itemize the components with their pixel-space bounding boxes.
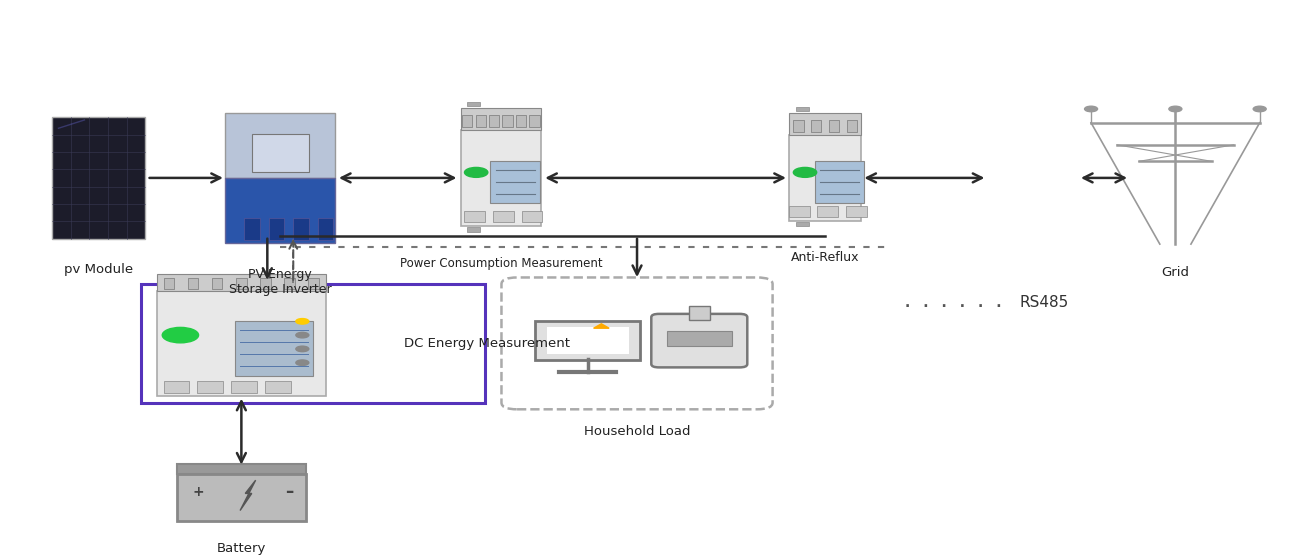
Text: Battery: Battery [217,542,266,555]
Text: Power Consumption Measurement: Power Consumption Measurement [399,257,602,269]
FancyBboxPatch shape [294,218,309,240]
FancyBboxPatch shape [460,130,541,226]
FancyBboxPatch shape [198,381,224,393]
Circle shape [296,360,309,366]
FancyBboxPatch shape [231,381,257,393]
FancyBboxPatch shape [789,135,861,221]
FancyBboxPatch shape [157,274,326,291]
FancyBboxPatch shape [265,381,291,393]
FancyBboxPatch shape [815,162,865,203]
FancyBboxPatch shape [789,113,861,135]
FancyBboxPatch shape [689,306,710,320]
FancyBboxPatch shape [536,321,641,360]
FancyBboxPatch shape [529,115,539,127]
FancyBboxPatch shape [460,107,541,130]
Circle shape [1169,106,1182,112]
FancyBboxPatch shape [164,278,174,289]
Circle shape [296,333,309,338]
FancyBboxPatch shape [177,475,307,522]
Text: Anti-Reflux: Anti-Reflux [790,251,859,264]
FancyBboxPatch shape [793,120,803,132]
FancyBboxPatch shape [476,115,486,127]
FancyBboxPatch shape [490,162,540,203]
FancyBboxPatch shape [846,120,857,132]
Text: RS485: RS485 [1019,295,1069,310]
FancyBboxPatch shape [467,228,480,231]
FancyBboxPatch shape [521,211,542,222]
Text: Grid: Grid [1161,266,1190,279]
FancyBboxPatch shape [846,206,867,217]
FancyBboxPatch shape [235,321,313,377]
FancyBboxPatch shape [516,115,526,127]
FancyBboxPatch shape [237,278,247,289]
FancyBboxPatch shape [225,178,335,243]
Text: +: + [192,485,204,499]
FancyBboxPatch shape [164,381,190,393]
FancyBboxPatch shape [667,331,732,346]
FancyBboxPatch shape [493,211,514,222]
FancyBboxPatch shape [177,465,307,475]
Text: Household Load: Household Load [584,425,690,438]
FancyBboxPatch shape [225,113,335,178]
FancyBboxPatch shape [796,107,809,111]
Circle shape [296,346,309,352]
FancyBboxPatch shape [244,218,260,240]
Polygon shape [594,324,610,328]
FancyBboxPatch shape [811,120,822,132]
FancyBboxPatch shape [52,117,146,239]
Circle shape [464,168,488,177]
FancyBboxPatch shape [547,327,629,354]
Text: DC Energy Measurement: DC Energy Measurement [403,337,569,350]
Circle shape [1084,106,1097,112]
FancyBboxPatch shape [502,115,512,127]
FancyBboxPatch shape [308,278,318,289]
FancyBboxPatch shape [260,278,270,289]
FancyBboxPatch shape [212,278,222,289]
Text: PV Energy
Storage Inverter: PV Energy Storage Inverter [229,268,332,296]
Text: . . . . . .: . . . . . . [903,295,1004,310]
Polygon shape [240,480,256,510]
FancyBboxPatch shape [796,222,809,226]
FancyBboxPatch shape [285,278,295,289]
FancyBboxPatch shape [829,120,840,132]
FancyBboxPatch shape [464,211,485,222]
FancyBboxPatch shape [651,314,747,367]
Text: pv Module: pv Module [64,263,133,276]
FancyBboxPatch shape [157,291,326,396]
Circle shape [793,168,816,177]
FancyBboxPatch shape [467,102,480,106]
FancyBboxPatch shape [818,206,839,217]
Circle shape [296,319,309,324]
FancyBboxPatch shape [789,206,810,217]
FancyBboxPatch shape [252,134,309,172]
FancyBboxPatch shape [269,218,285,240]
Text: –: – [285,484,294,501]
FancyBboxPatch shape [462,115,472,127]
FancyBboxPatch shape [489,115,499,127]
Circle shape [1253,106,1266,112]
FancyBboxPatch shape [188,278,199,289]
FancyBboxPatch shape [318,218,334,240]
Circle shape [162,328,199,343]
